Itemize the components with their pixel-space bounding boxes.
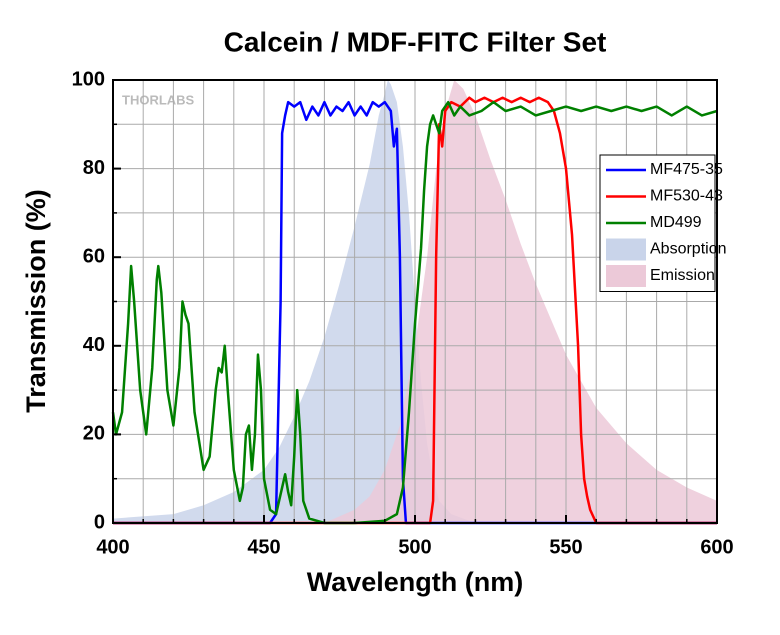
legend-label: Absorption [650,241,727,258]
line [111,100,718,525]
y-tick-label: 60 [83,245,105,267]
legend-label: Emission [650,267,715,284]
x-tick-label: 600 [700,536,733,558]
x-tick-label: 450 [247,536,280,558]
y-tick-label: 80 [83,157,105,179]
watermark: THORLABS [122,92,195,107]
y-axis-label: Transmission (%) [21,189,51,413]
legend-label: MF475-35 [650,161,723,178]
x-tick-label: 550 [549,536,582,558]
y-tick-label: 20 [83,423,105,445]
x-axis-label: Wavelength (nm) [307,567,524,597]
x-tick-label: 500 [398,536,431,558]
legend: MF475-35 MF530-43 MD499 Absorption Emission [599,154,727,292]
line [113,100,717,525]
legend-swatch [606,265,646,287]
y-tick-label: 0 [94,511,105,533]
chart-title: Calcein / MDF-FITC Filter Set [224,26,607,57]
legend-label: MD499 [650,214,702,231]
legend-swatch [606,238,646,261]
y-tick-label: 100 [72,68,105,90]
y-tick-label: 40 [83,334,105,356]
legend-label: MF530-43 [650,188,723,205]
line [113,96,717,525]
x-tick-label: 400 [96,536,129,558]
